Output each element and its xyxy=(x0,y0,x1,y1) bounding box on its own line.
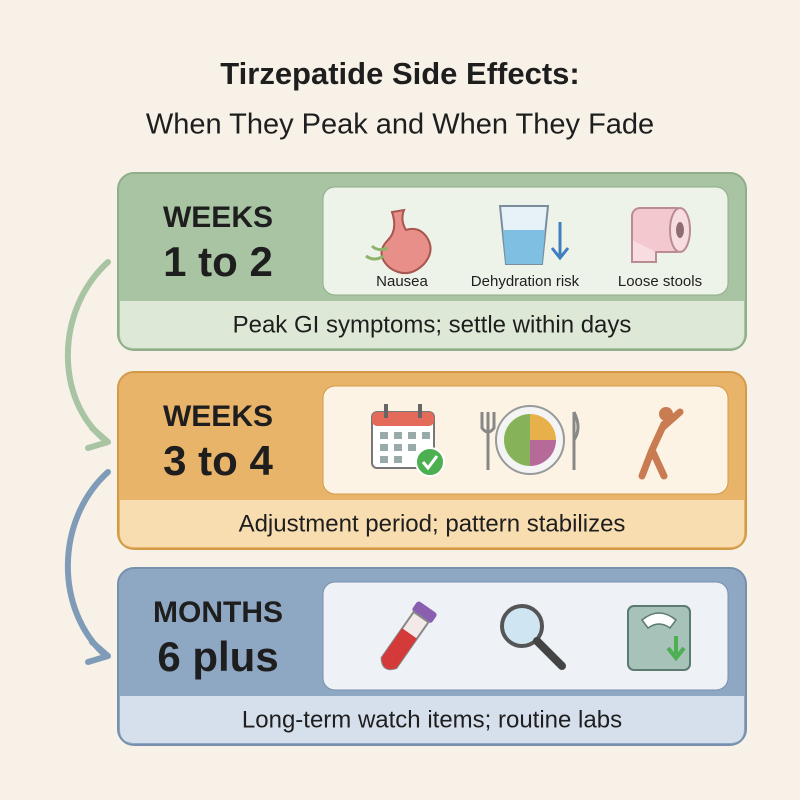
stretch-icon xyxy=(638,407,684,480)
calendar-icon xyxy=(371,404,445,477)
card-strip xyxy=(120,500,744,547)
period: WEEKS xyxy=(163,201,273,234)
stage-card: WEEKS 1 to 2 Peak GI symptoms; settle with… xyxy=(117,172,747,351)
icons xyxy=(365,205,691,671)
glass-icon xyxy=(498,205,570,265)
arrow-head xyxy=(85,425,111,451)
period: MONTHS xyxy=(153,596,283,629)
toilet-roll-icon xyxy=(631,207,691,263)
card-strip xyxy=(120,301,744,348)
scale-icon xyxy=(627,605,691,671)
icon-label: Loose stools xyxy=(618,273,702,290)
stomach-icon xyxy=(365,208,432,275)
icon-label: Nausea xyxy=(376,273,428,290)
plate-icon xyxy=(480,405,580,475)
range: 3 to 4 xyxy=(163,437,273,484)
arrow-head xyxy=(85,639,111,665)
card-strip xyxy=(120,696,744,743)
arrow xyxy=(64,259,111,443)
title-line2: When They Peak and When They Fade xyxy=(146,109,654,141)
range: 6 plus xyxy=(157,633,278,680)
range: 1 to 2 xyxy=(163,238,273,285)
arrow xyxy=(64,469,111,658)
summary: Adjustment period; pattern stabilizes xyxy=(239,510,626,537)
summary: Peak GI symptoms; settle within days xyxy=(233,311,632,338)
title-line1: Tirzepatide Side Effects: xyxy=(220,56,579,91)
summary: Long-term watch items; routine labs xyxy=(242,706,622,733)
icon-label: Dehydration risk xyxy=(471,273,580,290)
period: WEEKS xyxy=(163,400,273,433)
magnifier-icon xyxy=(500,604,566,670)
test-tube-icon xyxy=(380,601,437,671)
